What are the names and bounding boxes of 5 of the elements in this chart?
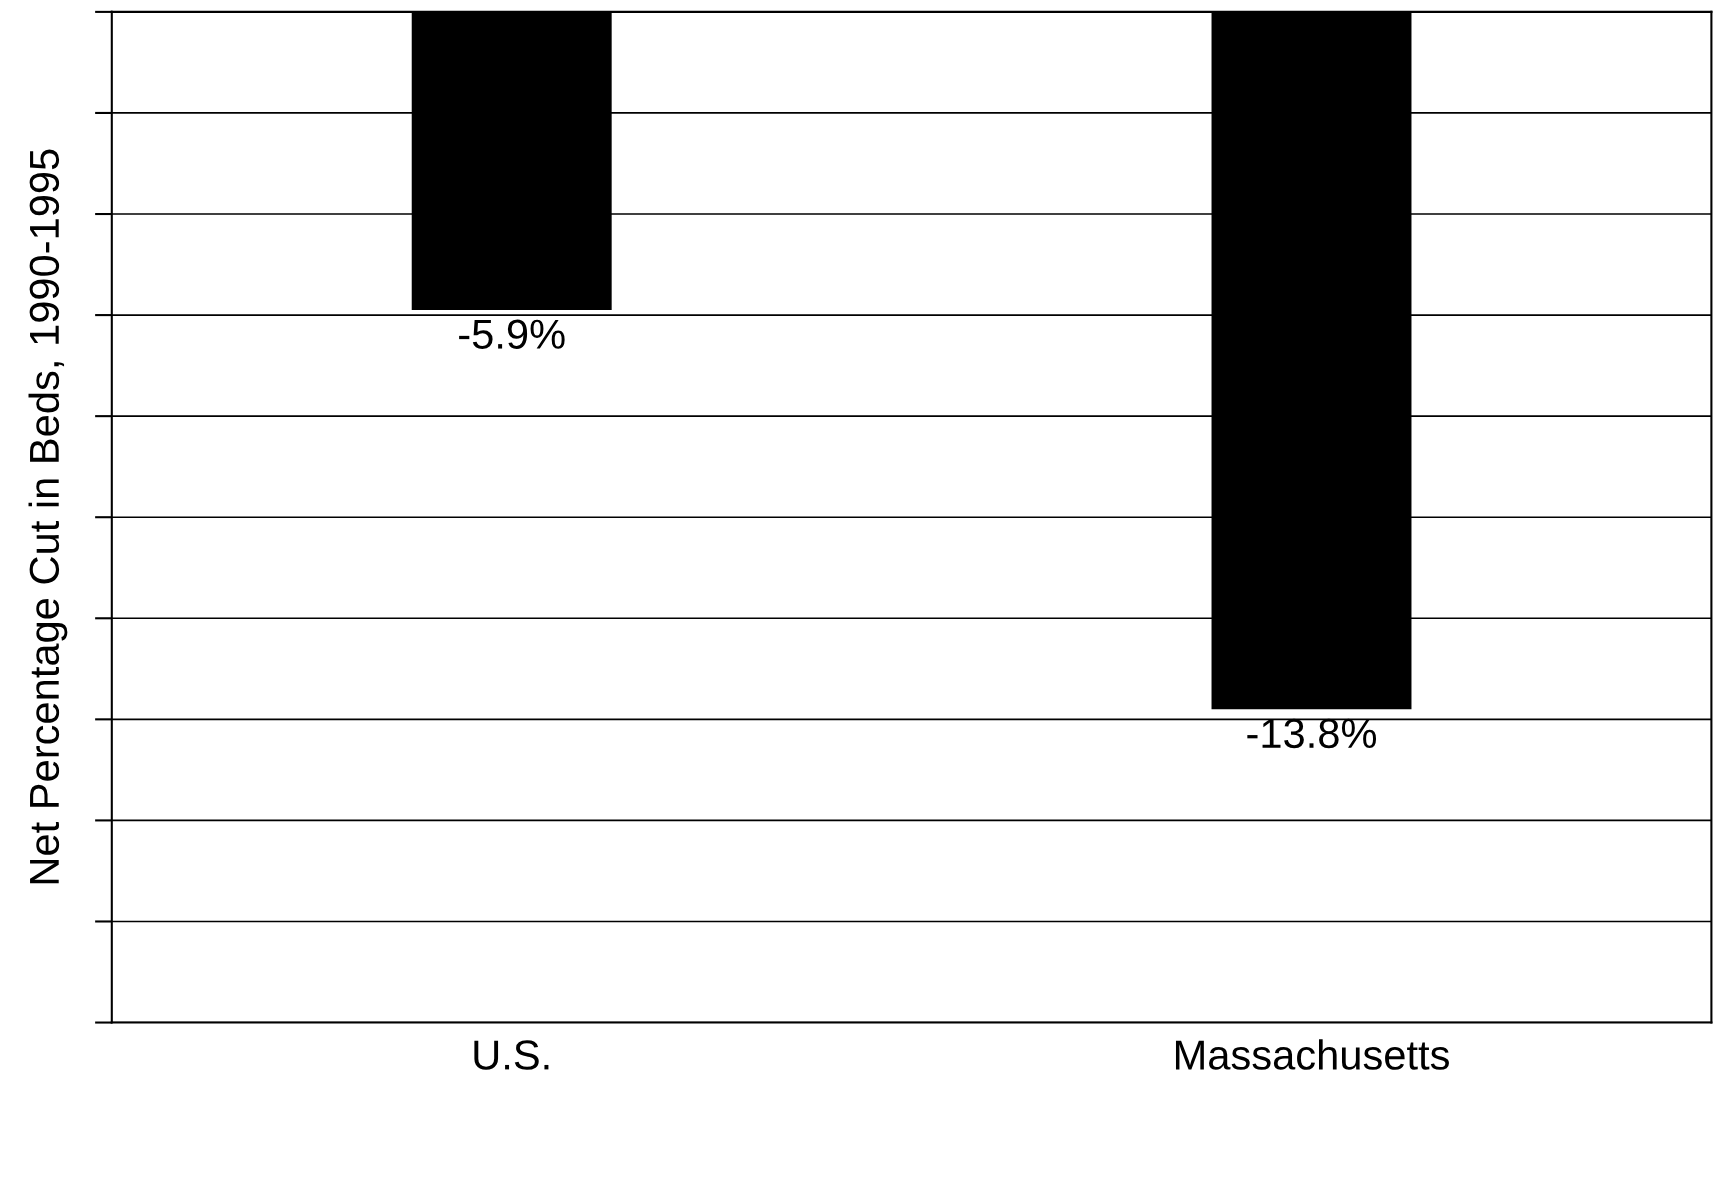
x-tick-label: U.S. <box>474 1040 549 1070</box>
data-label: -5.9% <box>459 319 565 349</box>
y-axis-title: Net Percentage Cut in Beds, 1990-1995 <box>28 149 68 884</box>
x-tick-label: Massachusetts <box>1175 1039 1449 1070</box>
data-label: -13.8% <box>1247 718 1377 749</box>
